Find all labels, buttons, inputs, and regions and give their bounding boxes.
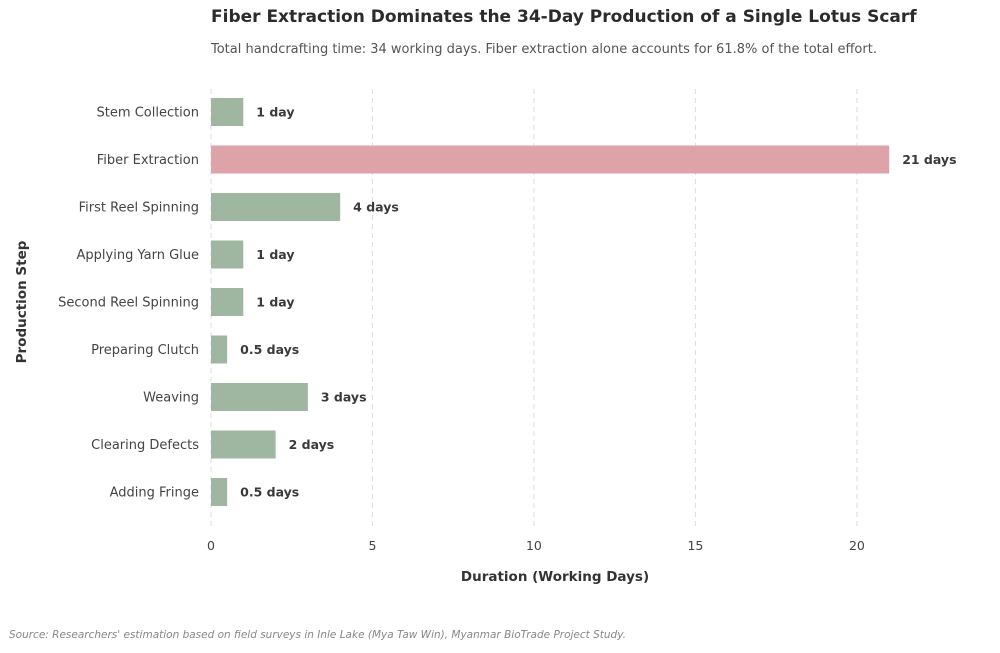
value-label: 0.5 days	[240, 342, 299, 357]
bar	[211, 335, 228, 364]
chart-title: Fiber Extraction Dominates the 34-Day Pr…	[211, 7, 917, 27]
value-label: 4 days	[353, 200, 399, 215]
value-label: 2 days	[289, 437, 335, 452]
x-tick-label: 0	[207, 538, 215, 553]
x-tick-label: 15	[687, 538, 703, 553]
category-label: Adding Fringe	[110, 486, 199, 501]
category-label: Preparing Clutch	[91, 343, 199, 358]
bar	[211, 288, 244, 316]
bar	[211, 430, 276, 459]
category-label: First Reel Spinning	[79, 201, 199, 216]
source-note: Source: Researchers' estimation based on…	[9, 629, 626, 641]
chart-subtitle: Total handcrafting time: 34 working days…	[211, 42, 877, 57]
x-axis-label: Duration (Working Days)	[461, 569, 649, 585]
bar	[211, 240, 244, 269]
value-label: 1 day	[256, 295, 294, 310]
category-label: Applying Yarn Glue	[77, 248, 199, 263]
y-axis-label: Production Step	[14, 240, 30, 363]
category-label: Weaving	[143, 391, 199, 406]
x-tick-label: 10	[526, 538, 542, 553]
bar	[211, 478, 228, 506]
value-label: 1 day	[256, 247, 294, 262]
category-label: Clearing Defects	[91, 438, 199, 453]
bar	[211, 383, 308, 411]
x-tick-label: 20	[849, 538, 865, 553]
category-label: Fiber Extraction	[97, 153, 199, 168]
category-label: Second Reel Spinning	[58, 296, 199, 311]
bars	[211, 98, 890, 506]
bar	[211, 193, 341, 221]
category-label: Stem Collection	[97, 106, 199, 121]
bar	[211, 98, 244, 126]
bar	[211, 145, 890, 174]
value-label: 21 days	[902, 152, 956, 167]
value-label: 0.5 days	[240, 485, 299, 500]
value-label: 1 day	[256, 105, 294, 120]
category-labels: Stem Collection Fiber Extraction First Ree…	[58, 106, 199, 501]
x-tick-label: 5	[368, 538, 376, 553]
value-labels: 1 day 21 days 4 days 1 day 1 day 0.5 days 3 da…	[240, 105, 956, 500]
x-tick-labels: 0 5 10 15 20	[207, 538, 865, 553]
value-label: 3 days	[321, 390, 367, 405]
